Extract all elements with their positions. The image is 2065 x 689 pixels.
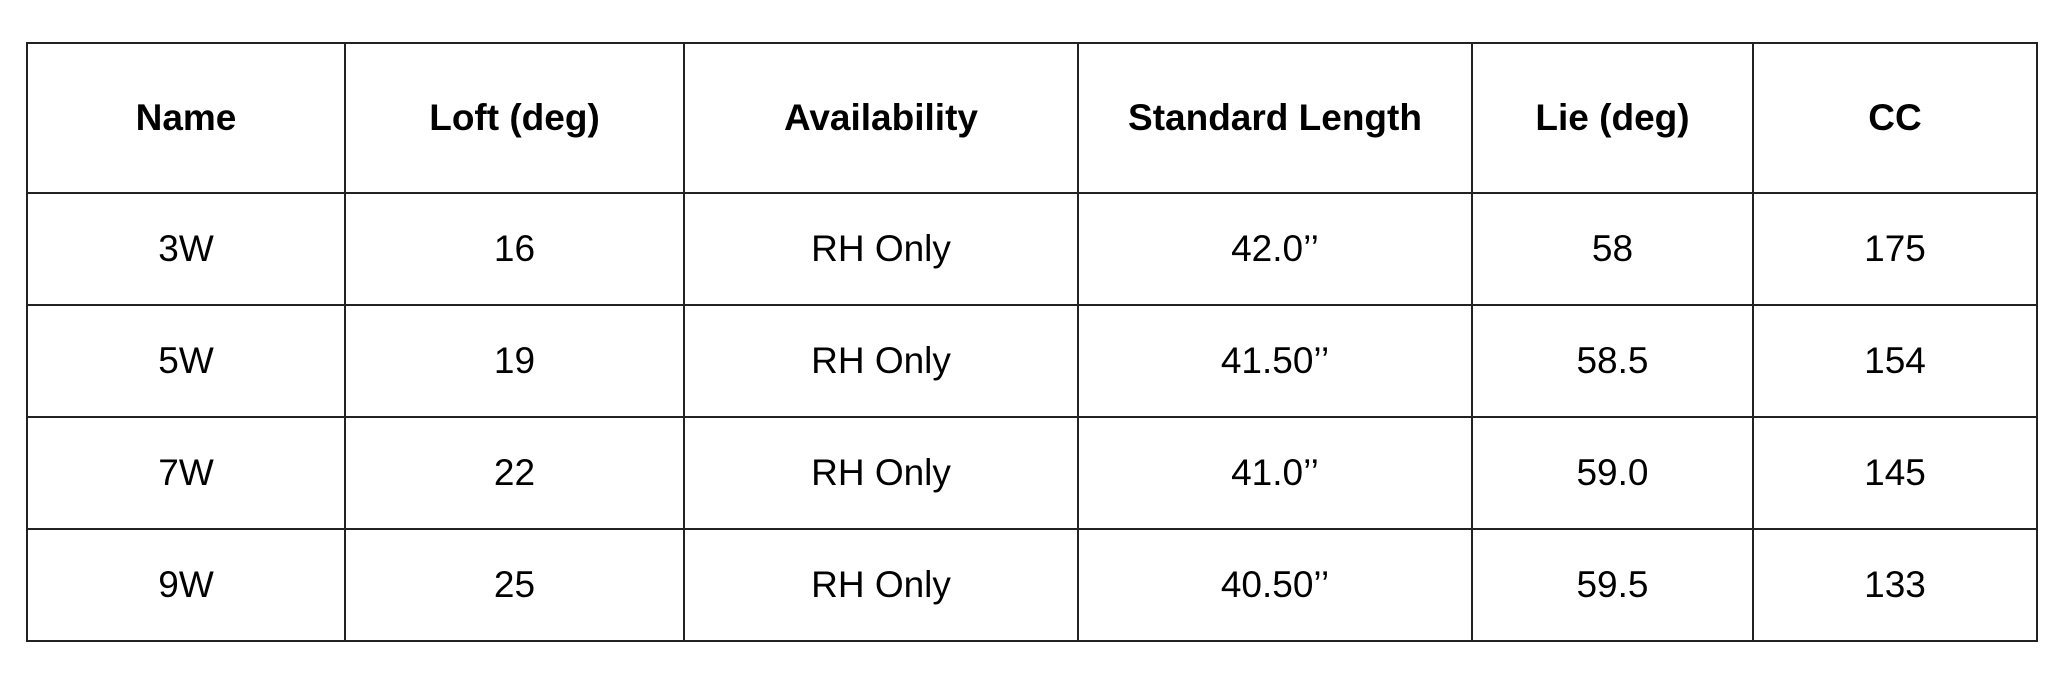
cell-availability: RH Only bbox=[683, 528, 1079, 642]
cell-name: 7W bbox=[26, 416, 346, 530]
table-row: 9W 25 RH Only 40.50’’ 59.5 133 bbox=[26, 528, 2038, 642]
cell-lie: 58 bbox=[1471, 192, 1754, 306]
header-loft: Loft (deg) bbox=[344, 42, 685, 194]
cell-standard-length: 41.50’’ bbox=[1077, 304, 1473, 418]
header-name: Name bbox=[26, 42, 346, 194]
cell-availability: RH Only bbox=[683, 304, 1079, 418]
cell-lie: 59.5 bbox=[1471, 528, 1754, 642]
header-cc: CC bbox=[1752, 42, 2038, 194]
specs-table: Name Loft (deg) Availability Standard Le… bbox=[26, 42, 2038, 642]
header-lie: Lie (deg) bbox=[1471, 42, 1754, 194]
cell-name: 3W bbox=[26, 192, 346, 306]
cell-standard-length: 41.0’’ bbox=[1077, 416, 1473, 530]
cell-standard-length: 42.0’’ bbox=[1077, 192, 1473, 306]
cell-cc: 145 bbox=[1752, 416, 2038, 530]
cell-name: 5W bbox=[26, 304, 346, 418]
cell-availability: RH Only bbox=[683, 192, 1079, 306]
header-standard-length: Standard Length bbox=[1077, 42, 1473, 194]
table-row: 7W 22 RH Only 41.0’’ 59.0 145 bbox=[26, 416, 2038, 530]
cell-loft: 25 bbox=[344, 528, 685, 642]
cell-name: 9W bbox=[26, 528, 346, 642]
cell-loft: 16 bbox=[344, 192, 685, 306]
cell-loft: 22 bbox=[344, 416, 685, 530]
table-row: 5W 19 RH Only 41.50’’ 58.5 154 bbox=[26, 304, 2038, 418]
cell-cc: 133 bbox=[1752, 528, 2038, 642]
cell-availability: RH Only bbox=[683, 416, 1079, 530]
cell-cc: 154 bbox=[1752, 304, 2038, 418]
table-row: 3W 16 RH Only 42.0’’ 58 175 bbox=[26, 192, 2038, 306]
header-availability: Availability bbox=[683, 42, 1079, 194]
header-row: Name Loft (deg) Availability Standard Le… bbox=[26, 42, 2038, 194]
cell-loft: 19 bbox=[344, 304, 685, 418]
cell-lie: 58.5 bbox=[1471, 304, 1754, 418]
cell-standard-length: 40.50’’ bbox=[1077, 528, 1473, 642]
cell-cc: 175 bbox=[1752, 192, 2038, 306]
cell-lie: 59.0 bbox=[1471, 416, 1754, 530]
